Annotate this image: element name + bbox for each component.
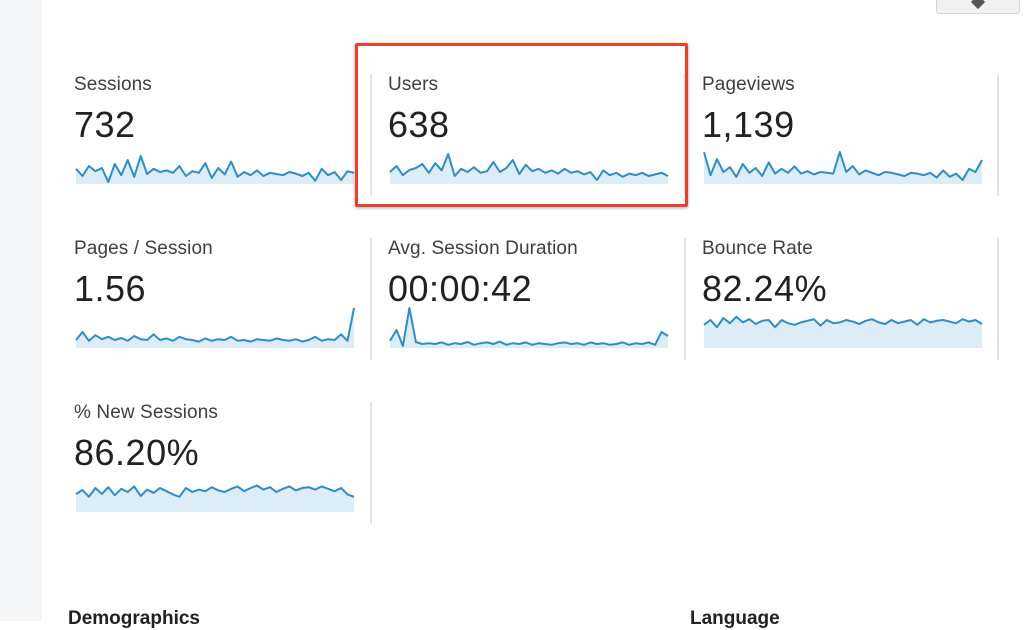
- sparkline-chart: [703, 315, 983, 348]
- metric-pages-per-session[interactable]: Pages / Session 1.56: [74, 238, 364, 358]
- sparkline-line: [75, 484, 355, 498]
- sparkline-line: [75, 155, 355, 183]
- metric-value: 1.56: [74, 268, 147, 309]
- sparkline-chart: [75, 155, 355, 184]
- metric-divider: [684, 238, 686, 360]
- metric-new-sessions[interactable]: % New Sessions 86.20%: [74, 402, 364, 522]
- language-heading: Language: [690, 608, 780, 629]
- metric-label: Users: [388, 74, 439, 95]
- date-range-dropdown-button[interactable]: [936, 0, 1020, 14]
- metric-divider: [370, 74, 372, 196]
- sparkline-chart: [389, 153, 669, 184]
- sparkline-line: [75, 307, 355, 343]
- metric-value: 00:00:42: [388, 268, 533, 309]
- sparkline-area: [704, 152, 982, 184]
- metric-value: 732: [74, 104, 136, 145]
- metric-label: Bounce Rate: [702, 238, 813, 259]
- metric-label: Pageviews: [702, 74, 795, 95]
- metric-users[interactable]: Users 638: [388, 74, 678, 194]
- metric-label: Avg. Session Duration: [388, 238, 578, 259]
- sparkline-line: [703, 315, 983, 329]
- metric-value: 82.24%: [702, 268, 828, 309]
- sparkline-area: [704, 316, 982, 348]
- sparkline-chart: [75, 307, 355, 348]
- sparkline-line: [703, 151, 983, 181]
- sparkline-chart: [75, 484, 355, 512]
- metric-avg-session-duration[interactable]: Avg. Session Duration 00:00:42: [388, 238, 678, 358]
- sparkline-line: [389, 153, 669, 181]
- sparkline-chart: [389, 307, 669, 348]
- metric-divider: [370, 402, 372, 524]
- users-highlight-box: [355, 43, 688, 207]
- metric-value: 86.20%: [74, 432, 200, 473]
- metric-divider: [997, 74, 999, 196]
- metric-sessions[interactable]: Sessions 732: [74, 74, 364, 194]
- metric-pageviews[interactable]: Pageviews 1,139: [702, 74, 992, 194]
- left-sidebar-strip: [0, 0, 41, 621]
- sparkline-chart: [703, 151, 983, 184]
- sparkline-area: [390, 308, 668, 348]
- metric-value: 638: [388, 104, 450, 145]
- metric-label: Sessions: [74, 74, 152, 95]
- metric-divider: [997, 238, 999, 360]
- sparkline-area: [76, 156, 354, 184]
- sparkline-area: [76, 308, 354, 348]
- chevron-down-icon: [970, 0, 986, 10]
- metric-divider: [370, 238, 372, 360]
- metric-bounce-rate[interactable]: Bounce Rate 82.24%: [702, 238, 992, 358]
- metric-label: Pages / Session: [74, 238, 213, 259]
- metric-value: 1,139: [702, 104, 795, 145]
- metric-label: % New Sessions: [74, 402, 218, 423]
- demographics-heading: Demographics: [68, 608, 200, 629]
- sparkline-line: [389, 307, 669, 347]
